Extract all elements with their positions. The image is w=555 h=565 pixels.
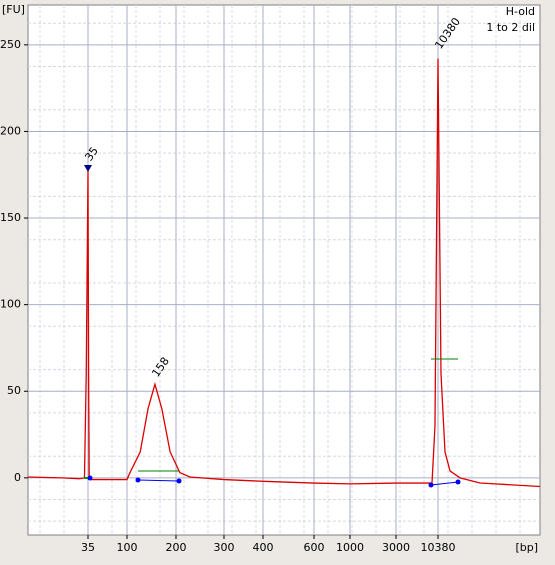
y-tick-label: 50: [7, 384, 21, 397]
dilution: 1 to 2 dil: [486, 21, 535, 34]
x-tick-label: 200: [166, 541, 187, 554]
y-tick-label: 150: [0, 211, 21, 224]
y-tick-label: 250: [0, 38, 21, 51]
sample-name: H-old: [506, 5, 535, 18]
marker: [176, 478, 182, 484]
marker: [455, 479, 461, 485]
x-axis-label: [bp]: [515, 541, 538, 554]
x-tick-label: 10380: [421, 541, 456, 554]
x-tick-label: 300: [214, 541, 235, 554]
trace: [27, 58, 541, 488]
marker: [428, 482, 434, 488]
x-tick-label: 600: [304, 541, 325, 554]
x-tick-label: 100: [117, 541, 138, 554]
marks: [27, 58, 541, 488]
y-tick-label: 200: [0, 124, 21, 137]
x-tick-label: 3000: [382, 541, 410, 554]
x-tick-label: 35: [81, 541, 95, 554]
plot-area: [27, 4, 541, 536]
baseline-markers: [84, 358, 461, 488]
minor-grid: [28, 5, 540, 535]
x-tick-label: 1000: [336, 541, 364, 554]
marker: [137, 479, 180, 482]
marker: [430, 481, 459, 486]
x-tick-label: 400: [253, 541, 274, 554]
y-tick-label: 100: [0, 298, 21, 311]
y-tick-label: 0: [14, 471, 21, 484]
peak-marker: [84, 165, 92, 172]
marker: [135, 477, 141, 483]
marker: [87, 475, 93, 481]
y-axis-label: [FU]: [2, 3, 25, 16]
